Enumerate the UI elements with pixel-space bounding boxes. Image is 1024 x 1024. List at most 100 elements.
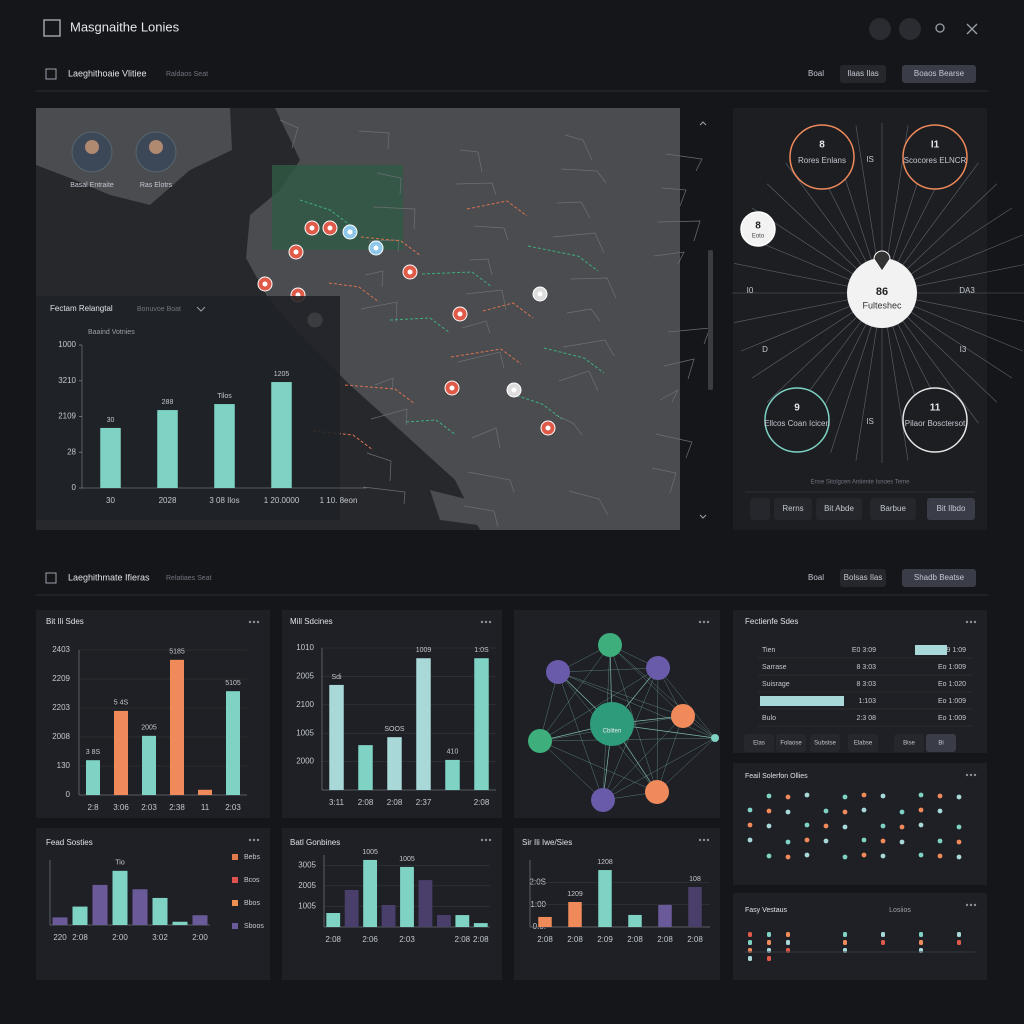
cluster-node[interactable] xyxy=(646,656,670,680)
menu-dot[interactable] xyxy=(256,838,260,842)
scrollbar[interactable] xyxy=(708,250,713,390)
tab[interactable] xyxy=(926,734,956,752)
network-node[interactable] xyxy=(764,387,830,453)
menu-dot[interactable] xyxy=(965,773,969,777)
search-icon[interactable] xyxy=(935,23,945,33)
button-label[interactable]: Boal xyxy=(808,69,824,78)
button[interactable] xyxy=(774,498,812,520)
tick-dot xyxy=(748,956,752,961)
menu-dot[interactable] xyxy=(248,838,252,842)
map-pin-center xyxy=(309,225,315,231)
y-tick-label: 1010 xyxy=(296,643,314,652)
tab-label[interactable]: Folaose xyxy=(780,741,802,747)
menu-dot[interactable] xyxy=(488,620,492,624)
tick-dot xyxy=(748,940,752,945)
cluster-center[interactable] xyxy=(590,702,634,746)
button[interactable] xyxy=(927,498,975,520)
dropdown-arrow[interactable] xyxy=(196,306,206,312)
menu-dot[interactable] xyxy=(248,620,252,624)
cluster-node[interactable] xyxy=(591,788,615,812)
close-icon[interactable] xyxy=(966,23,978,35)
menu-dot[interactable] xyxy=(973,903,977,907)
button-label[interactable]: Bit Ilbdo xyxy=(937,504,966,513)
menu-dot[interactable] xyxy=(702,838,706,842)
network-center[interactable] xyxy=(847,258,917,328)
tab-label[interactable]: Bise xyxy=(903,741,915,747)
button-label[interactable]: Ilaas Ilas xyxy=(847,69,879,78)
row-right: Eo 1:009 xyxy=(938,664,966,671)
button-label[interactable]: Barbue xyxy=(880,504,906,513)
network-node[interactable] xyxy=(902,387,968,453)
cluster-node[interactable] xyxy=(671,704,695,728)
header-icon[interactable] xyxy=(899,18,921,40)
cluster-node[interactable] xyxy=(645,780,669,804)
button[interactable] xyxy=(840,569,886,587)
menu-dot[interactable] xyxy=(698,838,702,842)
tab[interactable] xyxy=(894,734,924,752)
menu-dot[interactable] xyxy=(480,620,484,624)
button-label[interactable]: Rerns xyxy=(782,504,803,513)
x-tick-label: 2:08 xyxy=(657,935,673,944)
menu-dot[interactable] xyxy=(706,620,710,624)
network-node[interactable] xyxy=(789,124,855,190)
cluster-node[interactable] xyxy=(546,660,570,684)
tab-label[interactable]: Bi xyxy=(938,741,943,747)
menu-dot[interactable] xyxy=(252,838,256,842)
network-node[interactable] xyxy=(740,211,776,247)
dot xyxy=(747,807,753,813)
dot-panel-subtitle: Losiios xyxy=(889,907,911,914)
border-line xyxy=(653,251,685,265)
button-label[interactable]: Shadb Beatse xyxy=(914,573,965,582)
tab-label[interactable]: Elas xyxy=(753,741,765,747)
bar xyxy=(418,880,433,927)
menu-dot[interactable] xyxy=(969,773,973,777)
button[interactable] xyxy=(816,498,862,520)
x-tick-label: 2:8 xyxy=(87,803,99,812)
menu-dot[interactable] xyxy=(484,838,488,842)
cluster-node[interactable] xyxy=(711,734,719,742)
menu-dot[interactable] xyxy=(698,620,702,624)
button-label[interactable]: Bit Abde xyxy=(824,504,854,513)
button[interactable] xyxy=(840,65,886,83)
menu-dot[interactable] xyxy=(965,620,969,624)
button[interactable] xyxy=(870,498,916,520)
menu-dot[interactable] xyxy=(488,838,492,842)
route-line xyxy=(328,282,380,303)
menu-dot[interactable] xyxy=(973,773,977,777)
network-node[interactable] xyxy=(902,124,968,190)
menu-dot[interactable] xyxy=(969,620,973,624)
tab-label[interactable]: Substse xyxy=(814,741,836,747)
map-pin-center xyxy=(293,249,299,255)
tab[interactable] xyxy=(744,734,774,752)
menu-dot[interactable] xyxy=(965,903,969,907)
button-label[interactable]: Boaos Bearse xyxy=(914,69,965,78)
cluster-node[interactable] xyxy=(598,633,622,657)
menu-dot[interactable] xyxy=(706,838,710,842)
button[interactable] xyxy=(902,569,976,587)
bar xyxy=(152,897,168,925)
tab[interactable] xyxy=(848,734,878,752)
menu-dot[interactable] xyxy=(480,838,484,842)
tab-label[interactable]: Elabse xyxy=(854,741,873,747)
cluster-node[interactable] xyxy=(528,729,552,753)
button[interactable] xyxy=(902,65,976,83)
button-label[interactable]: Boal xyxy=(808,573,824,582)
tab[interactable] xyxy=(810,734,840,752)
menu-dot[interactable] xyxy=(252,620,256,624)
menu-dot[interactable] xyxy=(973,620,977,624)
button-icon[interactable] xyxy=(750,498,770,520)
row-bar xyxy=(760,696,844,706)
row-right: Eo 1:009 xyxy=(938,698,966,705)
header-icon[interactable] xyxy=(869,18,891,40)
legend-label: Bcos xyxy=(244,877,260,884)
tab[interactable] xyxy=(776,734,806,752)
menu-dot[interactable] xyxy=(702,620,706,624)
button-label[interactable]: Bolsas Ilas xyxy=(844,573,883,582)
row-label: Tien xyxy=(762,647,775,654)
menu-dot[interactable] xyxy=(256,620,260,624)
chart-dropdown[interactable]: Bonuvoe Boat xyxy=(137,306,181,313)
menu-dot[interactable] xyxy=(969,903,973,907)
tick-dot xyxy=(881,932,885,937)
scroll-arrow[interactable] xyxy=(699,121,707,519)
menu-dot[interactable] xyxy=(484,620,488,624)
